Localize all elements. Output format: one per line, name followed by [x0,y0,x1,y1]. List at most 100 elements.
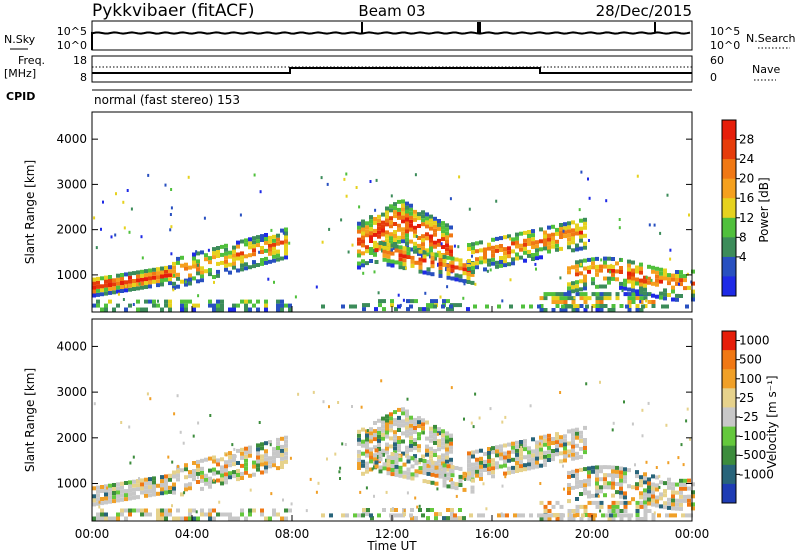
range-gate-cell [284,243,288,248]
range-gate-cell [390,452,395,456]
range-gate-cell [571,436,575,441]
range-gate-cell [240,476,244,480]
range-gate-cell [475,469,479,474]
range-gate-cell [551,236,555,241]
range-gate-cell [361,263,365,268]
range-gate-cell [571,440,575,445]
range-gate-cell [491,466,495,471]
range-gate-cell [599,308,604,312]
range-gate-cell [403,509,406,512]
range-gate-cell [196,303,200,308]
range-gate-cell [655,274,659,279]
range-gate-cell [371,467,374,471]
range-gate-cell [260,462,264,467]
range-gate-cell [627,267,631,272]
range-gate-cell [112,495,116,500]
range-gate-cell [559,296,564,301]
range-gate-cell [543,296,548,301]
station-title: Pykkvibaer (fitACF) [92,1,254,21]
range-gate-cell [108,290,112,295]
range-gate-cell [603,477,607,482]
range-gate-cell [398,249,403,254]
range-gate-cell [445,231,449,236]
range-gate-cell [489,268,492,272]
range-gate-cell [511,457,515,462]
range-gate-cell [671,273,675,278]
range-gate-cell [571,248,575,253]
range-gate-cell [152,488,156,493]
range-gate-cell [627,468,631,473]
range-gate-cell [623,509,628,513]
range-gate-cell [571,509,576,513]
range-gate-cell [483,247,487,252]
range-gate-cell [639,479,643,484]
range-gate-cell [682,463,685,467]
range-gate-cell [472,425,475,429]
range-gate-cell [437,222,441,227]
range-gate-cell [687,478,691,483]
range-gate-cell [599,500,604,505]
range-gate-cell [394,472,399,477]
range-gate-cell [547,437,551,442]
range-gate-cell [571,469,575,474]
range-gate-cell [386,471,391,476]
range-gate-cell [394,460,399,465]
range-gate-cell [389,428,393,433]
range-gate-cell [393,222,397,226]
range-gate-cell [527,466,531,471]
range-gate-cell [393,410,397,415]
range-gate-cell [579,467,583,472]
range-gate-cell [583,217,587,222]
range-gate-cell [276,466,280,471]
range-gate-cell [116,285,120,290]
range-gate-cell [501,299,504,303]
range-gate-cell [244,307,248,312]
range-gate-cell [390,460,395,464]
range-gate-cell [140,508,144,513]
range-gate-cell [471,254,473,258]
range-gate-cell [357,453,361,458]
range-gate-cell [691,281,695,286]
range-gate-cell [124,481,128,485]
range-gate-cell [438,266,443,270]
range-gate-cell [240,451,244,456]
range-gate-cell [583,487,587,492]
range-gate-cell [454,486,459,491]
range-gate-cell [228,516,232,521]
range-gate-cell [470,421,473,425]
range-gate-cell [583,266,587,271]
range-gate-cell [353,513,357,518]
range-gate-cell [655,266,659,271]
range-gate-cell [393,210,397,215]
range-gate-cell [397,448,401,453]
range-gate-cell [96,288,100,293]
range-gate-cell [188,516,192,521]
range-gate-cell [567,237,571,242]
range-gate-cell [433,449,437,453]
range-gate-cell [264,248,268,253]
x-tick-label: 04:00 [175,527,210,541]
range-gate-cell [444,473,447,477]
range-gate-cell [393,442,397,447]
range-gate-cell [204,257,208,262]
range-gate-cell [284,251,288,256]
range-gate-cell [120,281,124,285]
range-gate-cell [136,286,140,291]
range-gate-cell [164,299,168,304]
range-gate-cell [483,463,487,468]
range-gate-cell [450,276,455,281]
range-gate-cell [144,512,148,517]
range-gate-cell [583,308,588,312]
range-gate-cell [458,466,463,471]
range-gate-cell [675,297,679,302]
range-gate-cell [410,464,415,469]
range-gate-cell [439,295,442,299]
range-gate-cell [562,229,565,233]
range-gate-cell [643,304,648,308]
range-gate-cell [182,441,185,445]
range-gate-cell [402,462,407,467]
range-gate-cell [264,449,268,454]
range-gate-cell [441,237,445,241]
range-gate-cell [655,475,659,480]
